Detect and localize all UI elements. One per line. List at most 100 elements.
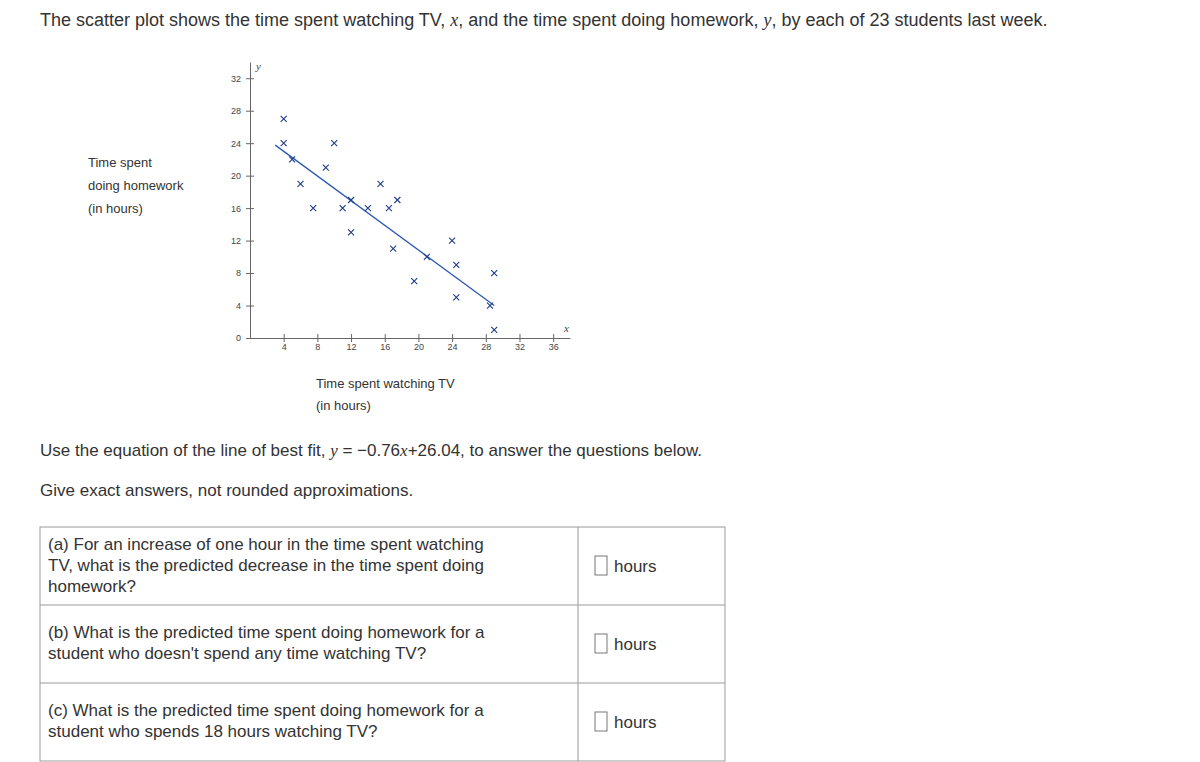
y-axis-title: (in hours) (88, 201, 143, 216)
y-tick-mark (246, 306, 254, 307)
point (453, 262, 459, 268)
y-tick-mark (246, 208, 254, 209)
x-tick-label: 24 (448, 342, 458, 352)
point (289, 156, 295, 162)
y-tick: 28 (231, 106, 254, 116)
point (491, 327, 497, 333)
point (340, 205, 346, 211)
y-tick-label: 4 (236, 301, 241, 311)
row-divider (40, 683, 725, 684)
x-tick: 28 (481, 334, 491, 352)
answer-input[interactable] (595, 556, 607, 575)
point (424, 254, 430, 260)
y-tick-label: 16 (231, 203, 241, 213)
answer-input[interactable] (595, 634, 607, 653)
y-tick: 20 (231, 171, 254, 181)
y-axis-title: doing homework (88, 178, 184, 193)
x-tick-label: 36 (549, 342, 559, 352)
y-tick: 12 (231, 236, 254, 246)
x-tick-label: 16 (380, 342, 390, 352)
point (390, 246, 396, 252)
y-tick: 16 (231, 203, 254, 213)
point (487, 303, 493, 309)
y-tick: 0 (236, 333, 254, 343)
point (453, 294, 459, 300)
text-segment: +26.04, to answer the questions below. (408, 441, 702, 460)
x-axis: 4 8 12 16 20 24 28 32 36 (251, 334, 571, 352)
y-tick-label: 8 (236, 268, 241, 278)
text-segment: , by each of 23 students last week. (771, 10, 1047, 30)
text-segment: , and the time spent doing homework, (458, 10, 763, 30)
x-tick-label: 28 (481, 342, 491, 352)
y-axis-title: Time spent (88, 155, 152, 170)
y-tick-mark (246, 241, 254, 242)
x-tick-label: 12 (347, 342, 357, 352)
unit-label: hours (614, 713, 657, 732)
x-axis-title: Time spent watching TV (316, 376, 455, 391)
point (394, 197, 400, 203)
point (365, 205, 371, 211)
page: The scatter plot shows the time spent wa… (0, 0, 1200, 762)
text-segment: y (761, 10, 771, 30)
point (281, 116, 287, 122)
text-segment: The scatter plot shows the time spent wa… (40, 10, 450, 30)
x-tick: 4 (282, 334, 287, 352)
question-table: (a) For an increase of one hour in the t… (40, 527, 725, 761)
point (378, 181, 384, 187)
x-tick-label: 32 (515, 342, 525, 352)
intro-text: The scatter plot shows the time spent wa… (40, 10, 1048, 30)
y-tick-mark (246, 143, 254, 144)
x-tick: 16 (380, 334, 390, 352)
text-segment: y (328, 441, 338, 460)
y-tick-label: 24 (231, 139, 241, 149)
y-tick-label: 32 (231, 74, 241, 84)
table-border (40, 527, 725, 761)
x-tick: 32 (515, 334, 525, 352)
answer-input[interactable] (595, 712, 607, 731)
y-tick-label: 0 (236, 333, 241, 343)
x-axis-line (251, 338, 571, 339)
instruction-text: Use the equation of the line of best fit… (40, 441, 702, 460)
y-tick: 4 (236, 301, 254, 311)
y-axis: 0 4 8 12 16 20 24 28 32 (231, 63, 254, 344)
point (298, 181, 304, 187)
question-text: (a) For an increase of one hour in the t… (48, 535, 484, 554)
x-tick: 12 (347, 334, 357, 352)
question-text: homework? (48, 577, 136, 596)
text-segment: x (449, 10, 458, 30)
y-tick: 8 (236, 268, 254, 278)
y-tick: 32 (231, 74, 254, 84)
point (331, 140, 337, 146)
point (491, 270, 497, 276)
y-tick-label: 12 (231, 236, 241, 246)
y-tick-mark (246, 273, 254, 274)
x-tick-label: 4 (282, 342, 287, 352)
point (386, 205, 392, 211)
question-text: TV, what is the predicted decrease in th… (48, 556, 484, 575)
point (411, 278, 417, 284)
question-text: student who doesn't spend any time watch… (48, 644, 426, 663)
fit-line (275, 145, 494, 305)
x-axis-title: (in hours) (316, 398, 371, 413)
point (323, 165, 329, 171)
x-tick: 20 (414, 334, 424, 352)
y-tick-mark (246, 176, 254, 177)
unit-label: hours (614, 635, 657, 654)
row-divider (40, 605, 725, 606)
point (310, 205, 316, 211)
point (449, 238, 455, 244)
point (348, 197, 354, 203)
x-tick-label: 8 (315, 342, 320, 352)
question-text: (b) What is the predicted time spent doi… (48, 623, 485, 642)
point (281, 140, 287, 146)
y-tick-label: 20 (231, 171, 241, 181)
x-tick: 36 (549, 334, 559, 352)
text-segment: Use the equation of the line of best fit… (40, 441, 330, 460)
question-text: student who spends 18 hours watching TV? (48, 722, 378, 741)
y-tick-label: 28 (231, 106, 241, 116)
x-tick: 24 (448, 334, 458, 352)
point (348, 229, 354, 235)
column-divider (578, 527, 579, 761)
y-tick-mark (246, 78, 254, 79)
y-tick-mark (246, 338, 254, 339)
